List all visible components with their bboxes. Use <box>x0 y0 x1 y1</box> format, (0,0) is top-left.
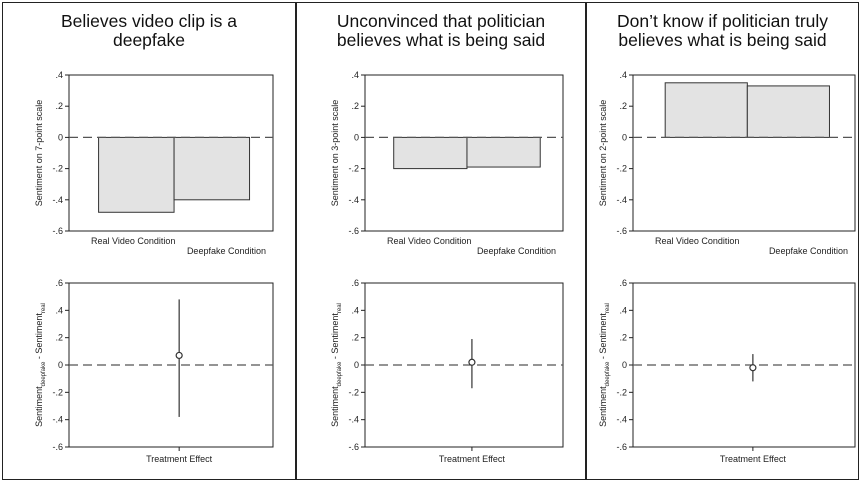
y-tick-label: -.2 <box>348 164 359 174</box>
y-tick-label: 0 <box>58 132 63 142</box>
point-estimate <box>175 351 183 360</box>
panel-unconvinced: Unconvinced that politician believes wha… <box>296 2 586 480</box>
point-estimate <box>468 358 476 366</box>
y-tick-label: -.6 <box>348 226 359 236</box>
y-tick-label: .4 <box>351 70 359 80</box>
panel-title: Don’t know if politician truly believes … <box>587 12 858 50</box>
panel-charts: .4 .2 0 -.2 -.4 -.6 Real Video Condition Deepfa… <box>598 70 856 464</box>
y-tick-label: -.2 <box>616 387 627 397</box>
y-tick-label: -.4 <box>348 415 359 425</box>
y-tick-label: -.4 <box>616 415 627 425</box>
treatment-effect-chart: .6 .4 .2 0 -.2 -.4 -.6 Treatment Effect Sentimen… <box>34 278 274 464</box>
y-axis-label: Sentimentdeepfake - Sentimentreal <box>330 303 343 427</box>
bar-real-video <box>664 82 748 138</box>
plot-frame <box>68 74 274 232</box>
y-tick-label: .4 <box>619 305 627 315</box>
category-label-deepfake: Deepfake Condition <box>769 246 848 256</box>
category-label-treatment-effect: Treatment Effect <box>439 454 506 464</box>
panel-title: Unconvinced that politician believes wha… <box>297 12 585 50</box>
y-tick-label: -.6 <box>348 442 359 452</box>
y-tick-label: 0 <box>354 360 359 370</box>
panel-title-line-2: deepfake <box>112 30 185 50</box>
y-tick-label: .6 <box>55 278 63 288</box>
panel-title-line-1: Unconvinced that politician <box>336 11 546 31</box>
panel-title-line-2: believes what is being said <box>336 30 546 50</box>
panel-title-line-2: believes what is being said <box>618 30 827 50</box>
y-tick-label: .4 <box>55 305 63 315</box>
treatment-effect-chart: .6 .4 .2 0 -.2 -.4 -.6 Treatment Effect Sentimen… <box>330 278 564 464</box>
y-tick-label: -.4 <box>52 415 63 425</box>
y-tick-label: .4 <box>619 70 627 80</box>
category-label-deepfake: Deepfake Condition <box>187 246 266 256</box>
y-tick-label: .2 <box>351 333 359 343</box>
plot-frame <box>364 74 564 232</box>
category-label-real: Real Video Condition <box>387 236 471 246</box>
y-tick-label: -.2 <box>52 164 63 174</box>
point-estimate <box>749 364 757 372</box>
category-label-deepfake: Deepfake Condition <box>477 246 556 256</box>
category-label-treatment-effect: Treatment Effect <box>146 454 213 464</box>
category-label-real: Real Video Condition <box>655 236 739 246</box>
y-tick-label: .2 <box>55 101 63 111</box>
panel-charts: .4 .2 0 -.2 -.4 -.6 Real Video Condition Deepfa… <box>330 70 564 464</box>
y-tick-label: 0 <box>622 360 627 370</box>
category-label-treatment-effect: Treatment Effect <box>720 454 787 464</box>
y-tick-label: .2 <box>619 333 627 343</box>
y-tick-label: -.6 <box>616 226 627 236</box>
y-tick-label: 0 <box>622 132 627 142</box>
y-tick-label: -.2 <box>616 164 627 174</box>
y-tick-label: .2 <box>619 101 627 111</box>
y-axis-label: Sentimentdeepfake - Sentimentreal <box>598 303 611 427</box>
y-tick-label: -.4 <box>52 195 63 205</box>
y-axis-label: Sentiment on 7-point scale <box>34 100 44 207</box>
y-tick-label: -.4 <box>348 195 359 205</box>
panel-title-line-1: Believes video clip is a <box>60 11 238 31</box>
y-tick-label: .2 <box>55 333 63 343</box>
panel-title: Believes video clip is a deepfake <box>3 12 295 50</box>
y-tick-label: 0 <box>58 360 63 370</box>
y-tick-label: .2 <box>351 101 359 111</box>
y-tick-label: -.6 <box>52 442 63 452</box>
panel-title-line-1: Don’t know if politician truly <box>616 11 829 31</box>
y-tick-label: -.6 <box>52 226 63 236</box>
y-axis-label: Sentiment on 3-point scale <box>330 100 340 207</box>
bar-real-video <box>393 136 468 170</box>
y-tick-label: -.4 <box>616 195 627 205</box>
bar-real-video <box>98 136 175 213</box>
y-tick-label: .6 <box>351 278 359 288</box>
y-tick-label: 0 <box>354 132 359 142</box>
y-axis-label: Sentiment on 2-point scale <box>598 100 608 207</box>
y-tick-label: -.2 <box>348 387 359 397</box>
treatment-effect-chart: .6 .4 .2 0 -.2 -.4 -.6 Treatment Effect Sentimen… <box>598 278 856 464</box>
bar-chart: .4 .2 0 -.2 -.4 -.6 Real Video Condition Deepfa… <box>330 70 564 256</box>
bar-chart: .4 .2 0 -.2 -.4 -.6 Real Video Condition Deepfa… <box>598 70 856 256</box>
bar-deepfake <box>466 136 541 168</box>
panel-believes-deepfake: Believes video clip is a deepfake .4 .2 0 -… <box>2 2 296 480</box>
y-axis-label: Sentimentdeepfake - Sentimentreal <box>34 303 47 427</box>
panel-dont-know: Don’t know if politician truly believes … <box>586 2 859 480</box>
y-tick-label: .4 <box>55 70 63 80</box>
bar-deepfake <box>746 85 830 138</box>
y-tick-label: -.2 <box>52 387 63 397</box>
bar-deepfake <box>173 136 251 201</box>
category-label-real: Real Video Condition <box>91 236 175 246</box>
y-tick-label: .4 <box>351 305 359 315</box>
bar-chart: .4 .2 0 -.2 -.4 -.6 Real Video Condition Deepfa… <box>34 70 274 256</box>
y-tick-label: .6 <box>619 278 627 288</box>
y-tick-label: -.6 <box>616 442 627 452</box>
plot-frame <box>632 74 856 232</box>
panel-charts: .4 .2 0 -.2 -.4 -.6 Real Video Condition Deepfa… <box>34 70 274 464</box>
